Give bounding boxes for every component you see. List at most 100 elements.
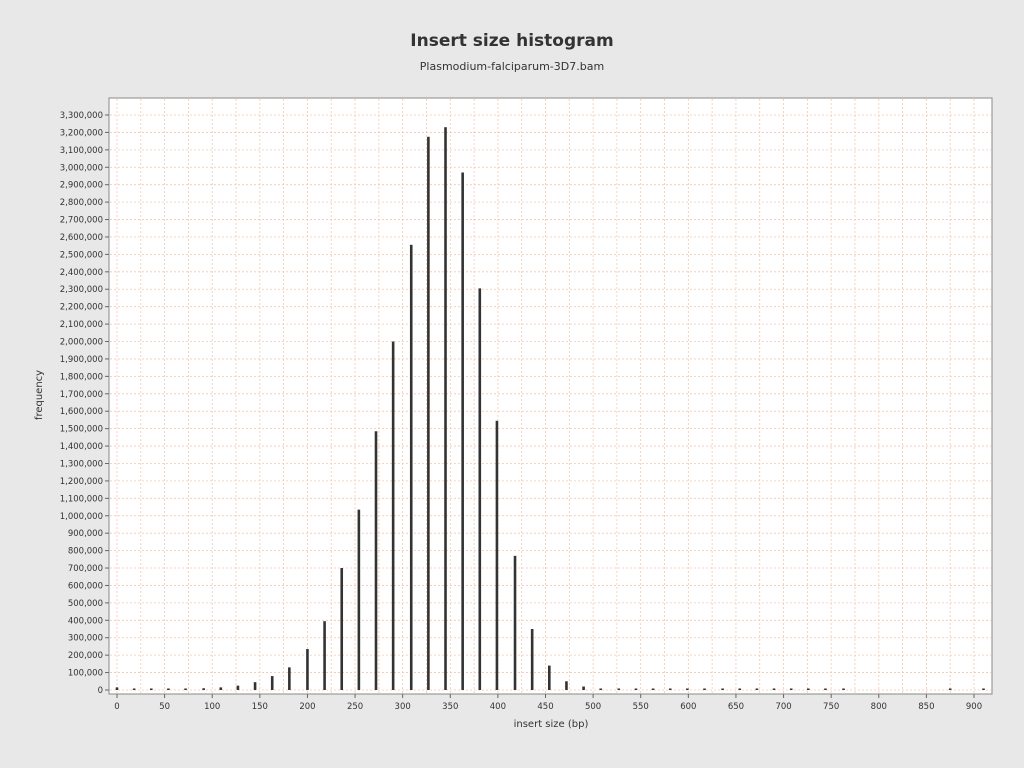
histogram-bar bbox=[548, 665, 551, 690]
x-tick-label: 100 bbox=[204, 702, 220, 712]
chart-title: Insert size histogram bbox=[410, 31, 614, 51]
y-tick-label: 2,900,000 bbox=[60, 181, 103, 191]
histogram-bar bbox=[824, 688, 827, 690]
histogram-bar bbox=[599, 688, 603, 690]
histogram-bar bbox=[391, 341, 395, 690]
histogram-bar bbox=[565, 681, 568, 690]
histogram-bar bbox=[270, 676, 274, 690]
y-tick-label: 3,000,000 bbox=[60, 163, 103, 173]
grid-layer bbox=[110, 99, 991, 693]
axis-layer: 0 100,000 200,000 300,000 400,000 500,000 600,… bbox=[60, 111, 982, 712]
x-tick-label: 500 bbox=[585, 702, 601, 712]
bar-layer bbox=[115, 127, 985, 691]
y-tick-label: 200,000 bbox=[68, 651, 103, 661]
plot-area bbox=[108, 97, 993, 695]
x-tick-label: 800 bbox=[871, 702, 887, 712]
histogram-bar bbox=[772, 688, 776, 690]
y-tick-label: 3,200,000 bbox=[60, 128, 103, 138]
histogram-bar bbox=[495, 420, 499, 690]
histogram-bar bbox=[513, 555, 517, 690]
histogram-bar bbox=[948, 688, 952, 690]
histogram-bar bbox=[202, 688, 205, 690]
x-tick-label: 700 bbox=[775, 702, 791, 712]
histogram-bar bbox=[132, 688, 136, 690]
y-tick-label: 1,500,000 bbox=[60, 425, 103, 435]
y-tick-label: 2,700,000 bbox=[60, 216, 103, 226]
chart-subtitle: Plasmodium-falciparum-3D7.bam bbox=[419, 60, 605, 73]
x-tick-label: 450 bbox=[537, 702, 553, 712]
histogram-bar bbox=[149, 688, 153, 690]
x-tick-label: 200 bbox=[299, 702, 315, 712]
y-tick-label: 1,700,000 bbox=[60, 390, 103, 400]
y-tick-label: 800,000 bbox=[68, 547, 103, 557]
histogram-bar bbox=[686, 688, 689, 690]
histogram-bar bbox=[357, 509, 361, 690]
y-tick-label: 2,100,000 bbox=[60, 320, 103, 330]
y-tick-label: 400,000 bbox=[68, 616, 103, 626]
histogram-bar bbox=[374, 431, 378, 690]
y-tick-label: 3,100,000 bbox=[60, 146, 103, 156]
y-tick-label: 0 bbox=[98, 686, 103, 696]
histogram-bar bbox=[668, 688, 672, 690]
y-tick-label: 1,100,000 bbox=[60, 494, 103, 504]
x-tick-label: 850 bbox=[918, 702, 934, 712]
y-tick-label: 700,000 bbox=[68, 564, 103, 574]
y-tick-label: 300,000 bbox=[68, 634, 103, 644]
x-tick-label: 250 bbox=[347, 702, 363, 712]
histogram-bar bbox=[789, 688, 793, 690]
histogram-bar bbox=[323, 621, 326, 690]
histogram-bar bbox=[738, 688, 742, 690]
x-tick-label: 50 bbox=[159, 702, 170, 712]
y-tick-label: 2,600,000 bbox=[60, 233, 103, 243]
histogram-bar bbox=[444, 127, 447, 691]
y-tick-label: 900,000 bbox=[68, 529, 103, 539]
x-tick-label: 300 bbox=[395, 702, 411, 712]
y-tick-label: 100,000 bbox=[68, 669, 103, 679]
histogram-bar bbox=[703, 688, 706, 690]
x-tick-label: 0 bbox=[114, 702, 119, 712]
histogram-bar bbox=[842, 688, 845, 690]
histogram-bar bbox=[236, 685, 240, 690]
histogram-bar bbox=[253, 682, 257, 690]
x-tick-label: 150 bbox=[252, 702, 268, 712]
histogram-bar bbox=[721, 688, 724, 690]
histogram-bar bbox=[651, 688, 655, 690]
y-tick-label: 1,300,000 bbox=[60, 459, 103, 469]
histogram-bar bbox=[755, 688, 759, 690]
y-tick-label: 2,400,000 bbox=[60, 268, 103, 278]
y-tick-label: 1,200,000 bbox=[60, 477, 103, 487]
histogram-bar bbox=[409, 244, 413, 690]
histogram-bar bbox=[167, 688, 170, 690]
histogram-bar bbox=[634, 688, 638, 690]
histogram-bar bbox=[807, 688, 810, 690]
y-tick-label: 1,400,000 bbox=[60, 442, 103, 452]
histogram-bar bbox=[288, 667, 291, 690]
histogram-bar bbox=[461, 172, 464, 690]
histogram-bar bbox=[982, 688, 985, 690]
x-axis-label: insert size (bp) bbox=[514, 719, 589, 730]
x-tick-label: 550 bbox=[633, 702, 649, 712]
y-tick-label: 1,600,000 bbox=[60, 407, 103, 417]
histogram-bar bbox=[427, 136, 430, 691]
y-tick-label: 2,000,000 bbox=[60, 338, 103, 348]
histogram-bar bbox=[530, 629, 534, 690]
y-tick-label: 2,200,000 bbox=[60, 303, 103, 313]
x-tick-label: 750 bbox=[823, 702, 839, 712]
histogram-bar bbox=[219, 687, 223, 690]
histogram-bar bbox=[115, 687, 119, 690]
x-tick-label: 350 bbox=[442, 702, 458, 712]
y-axis-label: frequency bbox=[34, 370, 45, 420]
histogram-bar bbox=[582, 686, 585, 690]
y-tick-label: 2,800,000 bbox=[60, 198, 103, 208]
y-tick-label: 3,300,000 bbox=[60, 111, 103, 121]
x-tick-label: 650 bbox=[728, 702, 744, 712]
y-tick-label: 2,300,000 bbox=[60, 285, 103, 295]
y-tick-label: 2,500,000 bbox=[60, 250, 103, 260]
y-tick-label: 1,000,000 bbox=[60, 512, 103, 522]
histogram-bar bbox=[478, 288, 482, 690]
histogram-bar bbox=[340, 568, 344, 690]
histogram-bar bbox=[617, 688, 621, 690]
y-tick-label: 1,900,000 bbox=[60, 355, 103, 365]
